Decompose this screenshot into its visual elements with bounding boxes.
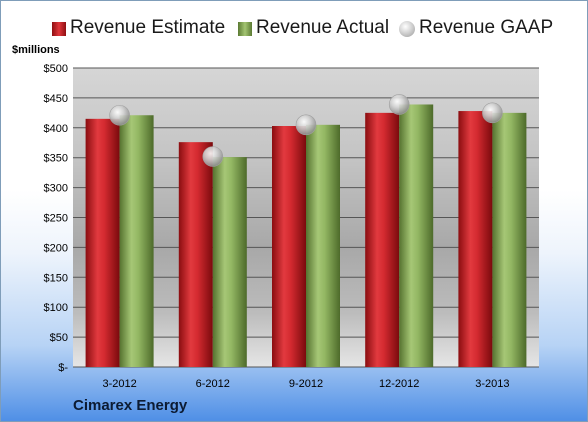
y-tick-label: $300	[44, 183, 68, 195]
legend-marker-revenue-gaap	[399, 21, 415, 37]
bar-revenue-actual-3-2013	[492, 112, 527, 367]
y-axis-ticks: $- $50 $100 $150 $200 $250 $300 $350 $400 $450 $50…	[44, 63, 69, 374]
bar-revenue-estimate-3-2012	[85, 118, 120, 367]
marker-revenue-gaap-12-2012	[388, 94, 410, 115]
legend-swatch-revenue-estimate	[52, 22, 66, 36]
y-axis-unit-label: $millions	[12, 44, 60, 56]
legend-label-revenue-actual: Revenue Actual	[256, 17, 390, 38]
bar-revenue-actual-12-2012	[399, 104, 434, 367]
x-tick-label-3-2013: 3-2013	[475, 378, 509, 390]
y-tick-label: $50	[50, 332, 68, 344]
bar-revenue-actual-9-2012	[306, 124, 340, 367]
bars	[85, 104, 527, 367]
bar-revenue-actual-6-2012	[212, 157, 247, 367]
bar-revenue-estimate-9-2012	[272, 126, 306, 367]
y-tick-label: $150	[44, 272, 68, 284]
y-tick-label: $250	[44, 213, 68, 225]
x-tick-label-6-2012: 6-2012	[196, 378, 230, 390]
y-tick-label: $400	[44, 123, 68, 135]
marker-revenue-gaap-6-2012	[202, 146, 224, 167]
gaap-markers	[109, 94, 503, 167]
marker-revenue-gaap-9-2012	[295, 114, 317, 136]
legend-label-revenue-gaap: Revenue GAAP	[419, 17, 554, 38]
x-tick-label-3-2012: 3-2012	[102, 378, 136, 390]
bar-revenue-estimate-12-2012	[365, 112, 400, 367]
bar-revenue-actual-3-2012	[119, 115, 154, 367]
legend-swatch-revenue-actual	[238, 22, 252, 36]
legend-label-revenue-estimate: Revenue Estimate	[70, 17, 226, 38]
company-name: Cimarex Energy	[73, 397, 188, 414]
y-tick-label: $100	[44, 302, 68, 314]
x-tick-label-12-2012: 12-2012	[379, 378, 419, 390]
y-tick-label: $200	[44, 242, 68, 254]
y-tick-label: $350	[44, 153, 68, 165]
bar-revenue-estimate-6-2012	[178, 142, 213, 367]
bar-revenue-estimate-3-2013	[458, 111, 493, 367]
y-tick-label: $450	[44, 93, 68, 105]
y-tick-label: $500	[44, 63, 68, 75]
chart-legend: Revenue Estimate Revenue Actual Revenue …	[0, 14, 588, 44]
marker-revenue-gaap-3-2013	[482, 102, 503, 124]
x-tick-label-9-2012: 9-2012	[289, 378, 323, 390]
y-tick-label: $-	[58, 362, 68, 374]
x-axis-ticks: 3-2012 6-2012 9-2012 12-2012 3-2013	[102, 378, 509, 390]
marker-revenue-gaap-3-2012	[109, 104, 130, 126]
